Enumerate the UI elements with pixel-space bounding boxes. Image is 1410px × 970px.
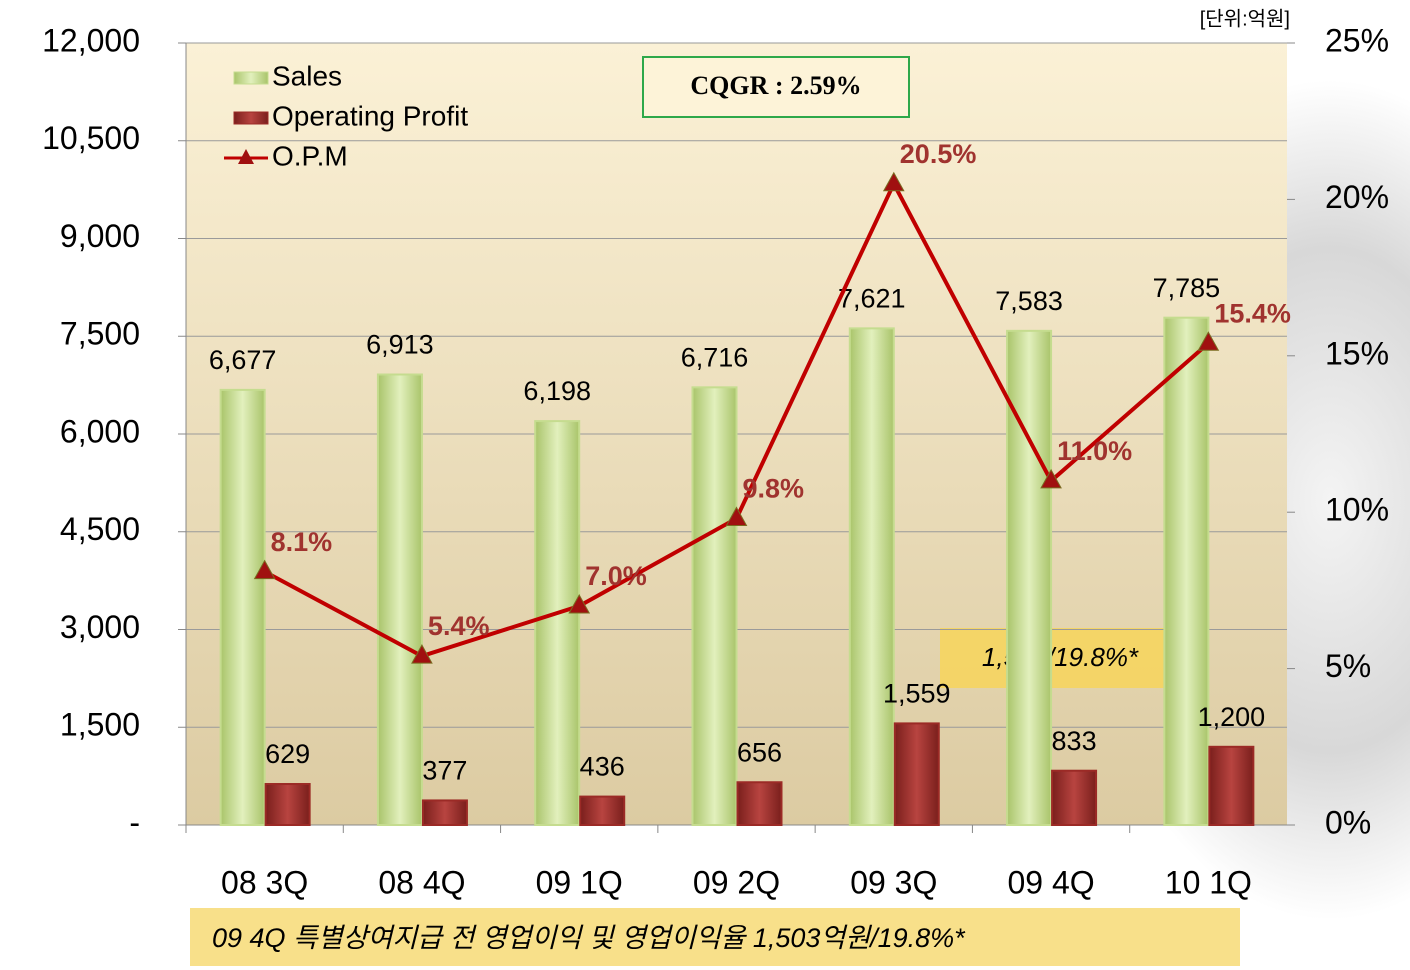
y-tick-label: 1,500 [60,707,140,743]
y2-tick-label: 5% [1325,648,1371,684]
x-tick-label: 09 3Q [850,864,937,900]
legend-swatch [234,72,268,84]
y2-tick-label: 25% [1325,22,1389,58]
footnote: 09 4Q 특별상여지급 전 영업이익 및 영업이익율 1,503억원/19.8… [212,923,966,953]
line-value-label: 7.0% [585,561,647,591]
unit-label: [단위:억원] [1200,7,1290,30]
bar [266,784,310,825]
bar-value-label: 7,583 [995,286,1063,316]
note-label: 1,503/19.8%* [982,642,1139,672]
bar [378,375,422,825]
bar-value-label: 6,716 [681,342,749,372]
legend-swatch [234,112,268,124]
bar-value-label: 7,785 [1153,273,1221,303]
y2-tick-label: 15% [1325,335,1389,371]
y2-tick-label: 0% [1325,804,1371,840]
bar-value-label: 7,621 [838,283,906,313]
line-value-label: 5.4% [428,611,490,641]
bar [1007,331,1051,825]
x-tick-label: 09 2Q [693,864,780,900]
line-value-label: 15.4% [1214,298,1291,328]
x-tick-label: 09 1Q [536,864,623,900]
line-value-label: 20.5% [900,139,977,169]
y-tick-label: 3,000 [60,609,140,645]
y-tick-label: 9,000 [60,218,140,254]
y-tick-label: 7,500 [60,316,140,352]
bar-value-label: 436 [580,752,625,782]
bar [221,390,265,825]
bar [738,782,782,825]
bar-value-label: 629 [265,739,310,769]
y-tick-label: 4,500 [60,511,140,547]
bar [1164,318,1208,825]
bar [1209,747,1253,825]
legend-label: Operating Profit [272,100,468,131]
line-value-label: 11.0% [1057,436,1132,466]
bar [895,723,939,825]
y-tick-label: 6,000 [60,413,140,449]
bar-value-label: 377 [422,756,467,786]
bar-value-label: 1,559 [883,679,951,709]
bar-value-label: 656 [737,737,782,767]
bar-value-label: 833 [1052,726,1097,756]
x-tick-label: 08 4Q [378,864,465,900]
legend-label: Sales [272,60,342,91]
bar [1052,771,1096,825]
line-value-label: 9.8% [743,474,805,504]
y2-tick-label: 10% [1325,492,1389,528]
y-tick-label: 10,500 [42,120,140,156]
x-tick-label: 09 4Q [1007,864,1094,900]
bar-value-label: 6,677 [209,345,277,375]
bar [535,421,579,825]
bar [850,328,894,825]
bar-value-label: 6,913 [366,330,434,360]
y-tick-label: - [129,804,140,840]
chart: [단위:억원] CQGR : 2.59% 1,503/19.8%* 09 4Q … [0,0,1410,970]
y-tick-label: 12,000 [42,22,140,58]
x-tick-label: 08 3Q [221,864,308,900]
x-tick-label: 10 1Q [1165,864,1252,900]
y2-tick-label: 20% [1325,179,1389,215]
bar-value-label: 1,200 [1198,702,1266,732]
legend-label: O.P.M [272,140,348,171]
bar [423,800,467,825]
bar [693,387,737,825]
cqgr-label: CQGR : 2.59% [690,71,861,100]
line-value-label: 8.1% [271,527,333,557]
bar [580,797,624,825]
bar-value-label: 6,198 [523,376,591,406]
